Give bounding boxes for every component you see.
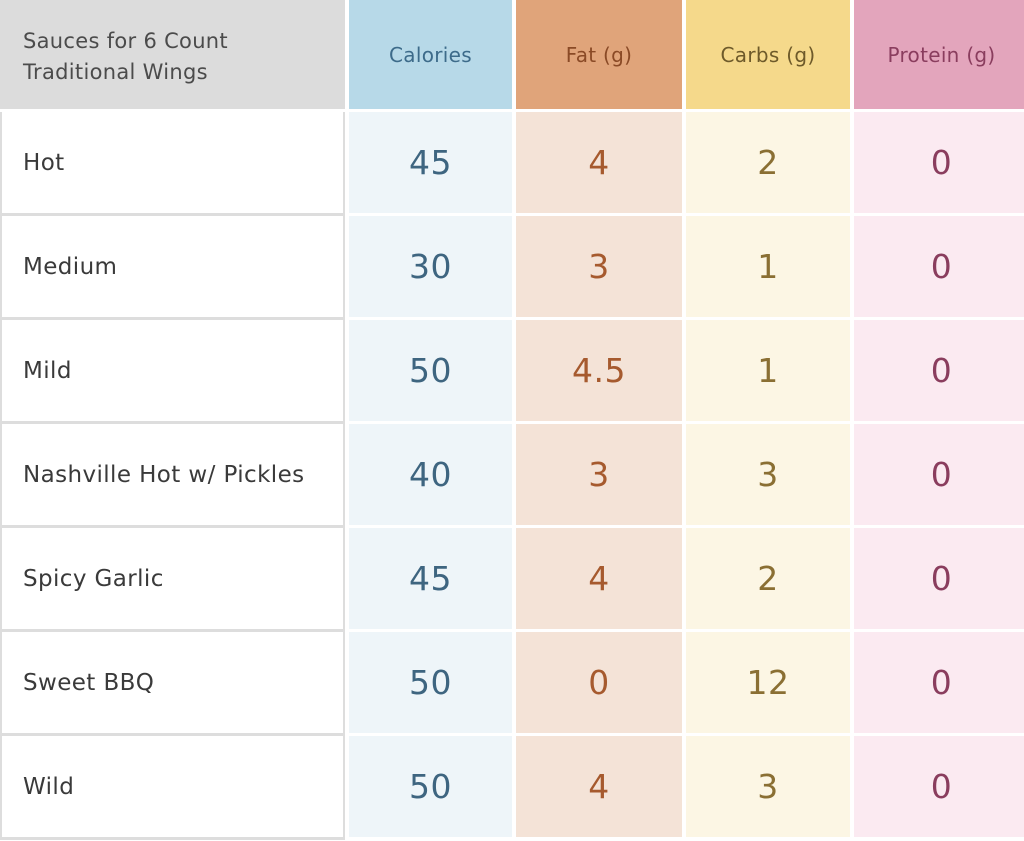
sauce-name: Medium — [0, 216, 345, 320]
sauce-name: Sweet BBQ — [0, 632, 345, 736]
fat-value: 4 — [516, 736, 682, 840]
protein-value: 0 — [854, 736, 1024, 840]
fat-value: 4 — [516, 528, 682, 632]
sauce-name: Nashville Hot w/ Pickles — [0, 424, 345, 528]
calories-value: 50 — [349, 632, 512, 736]
fat-value: 3 — [516, 216, 682, 320]
calories-value: 45 — [349, 112, 512, 216]
header-protein: Protein (g) — [854, 0, 1024, 112]
calories-value: 30 — [349, 216, 512, 320]
header-calories: Calories — [349, 0, 512, 112]
calories-value: 45 — [349, 528, 512, 632]
protein-value: 0 — [854, 112, 1024, 216]
carbs-value: 12 — [686, 632, 850, 736]
carbs-value: 1 — [686, 216, 850, 320]
protein-value: 0 — [854, 632, 1024, 736]
header-fat: Fat (g) — [516, 0, 682, 112]
calories-value: 50 — [349, 320, 512, 424]
protein-value: 0 — [854, 424, 1024, 528]
header-carbs: Carbs (g) — [686, 0, 850, 112]
fat-value: 3 — [516, 424, 682, 528]
sauce-name: Mild — [0, 320, 345, 424]
sauce-name: Wild — [0, 736, 345, 840]
header-sauce: Sauces for 6 Count Traditional Wings — [0, 0, 345, 112]
carbs-value: 3 — [686, 424, 850, 528]
carbs-value: 2 — [686, 528, 850, 632]
carbs-value: 3 — [686, 736, 850, 840]
fat-value: 4 — [516, 112, 682, 216]
protein-value: 0 — [854, 216, 1024, 320]
fat-value: 0 — [516, 632, 682, 736]
carbs-value: 2 — [686, 112, 850, 216]
carbs-value: 1 — [686, 320, 850, 424]
sauce-name: Spicy Garlic — [0, 528, 345, 632]
calories-value: 40 — [349, 424, 512, 528]
protein-value: 0 — [854, 320, 1024, 424]
calories-value: 50 — [349, 736, 512, 840]
protein-value: 0 — [854, 528, 1024, 632]
fat-value: 4.5 — [516, 320, 682, 424]
sauce-name: Hot — [0, 112, 345, 216]
